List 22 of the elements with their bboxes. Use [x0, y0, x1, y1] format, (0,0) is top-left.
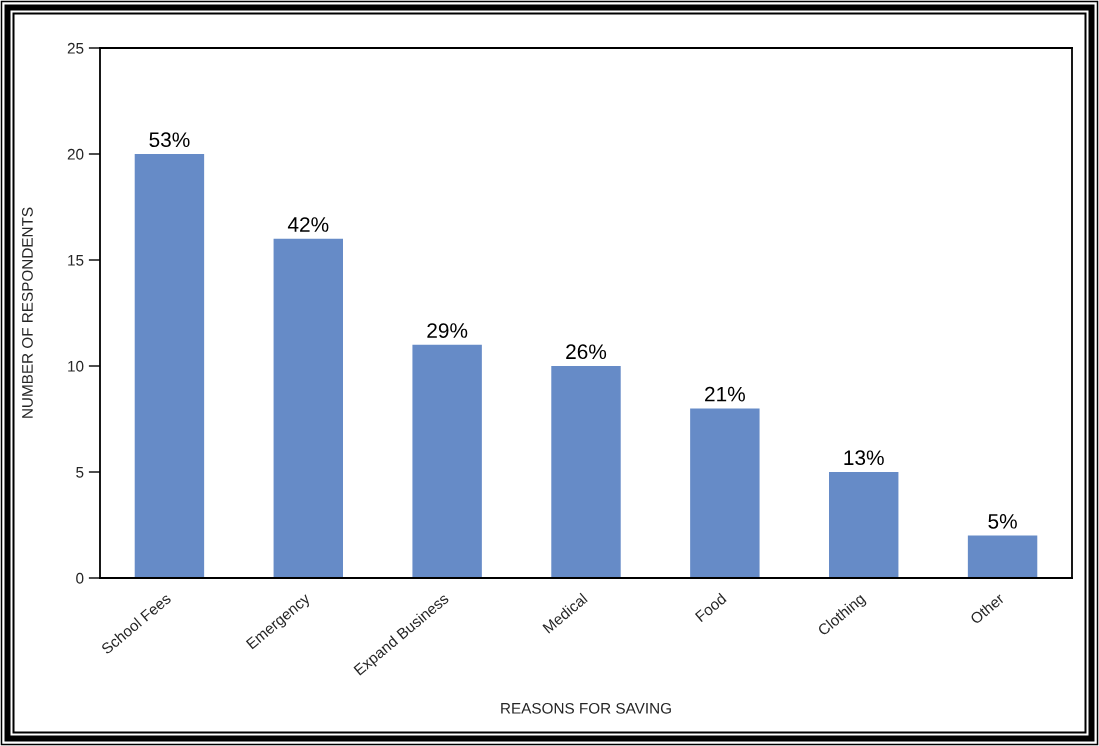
annotation: 13%: [844, 450, 884, 466]
annotation: 21%: [705, 386, 745, 402]
bar: [967, 535, 1038, 578]
y-tick-label: 15: [68, 255, 84, 266]
bar: [273, 238, 343, 578]
bar: [551, 366, 621, 578]
bar: [690, 408, 760, 578]
bar: [134, 154, 205, 578]
y-tick-label: 25: [67, 42, 84, 54]
bar: [412, 344, 482, 578]
y-tick-label: 20: [67, 148, 84, 160]
y-tick-label: 5: [76, 467, 84, 478]
y-tick-label: 0: [76, 572, 84, 584]
annotation: 26%: [566, 344, 607, 360]
annotation: 42%: [287, 217, 329, 232]
annotation: 5%: [988, 514, 1017, 529]
y-axis-title: NUMBER OF RESPONDENTS: [22, 207, 33, 418]
annotation: 29%: [427, 323, 468, 338]
annotation: 53%: [149, 132, 190, 148]
y-tick-label: 10: [68, 360, 84, 372]
x-axis-title: REASONS FOR SAVING: [501, 702, 671, 714]
bar: [829, 472, 899, 578]
